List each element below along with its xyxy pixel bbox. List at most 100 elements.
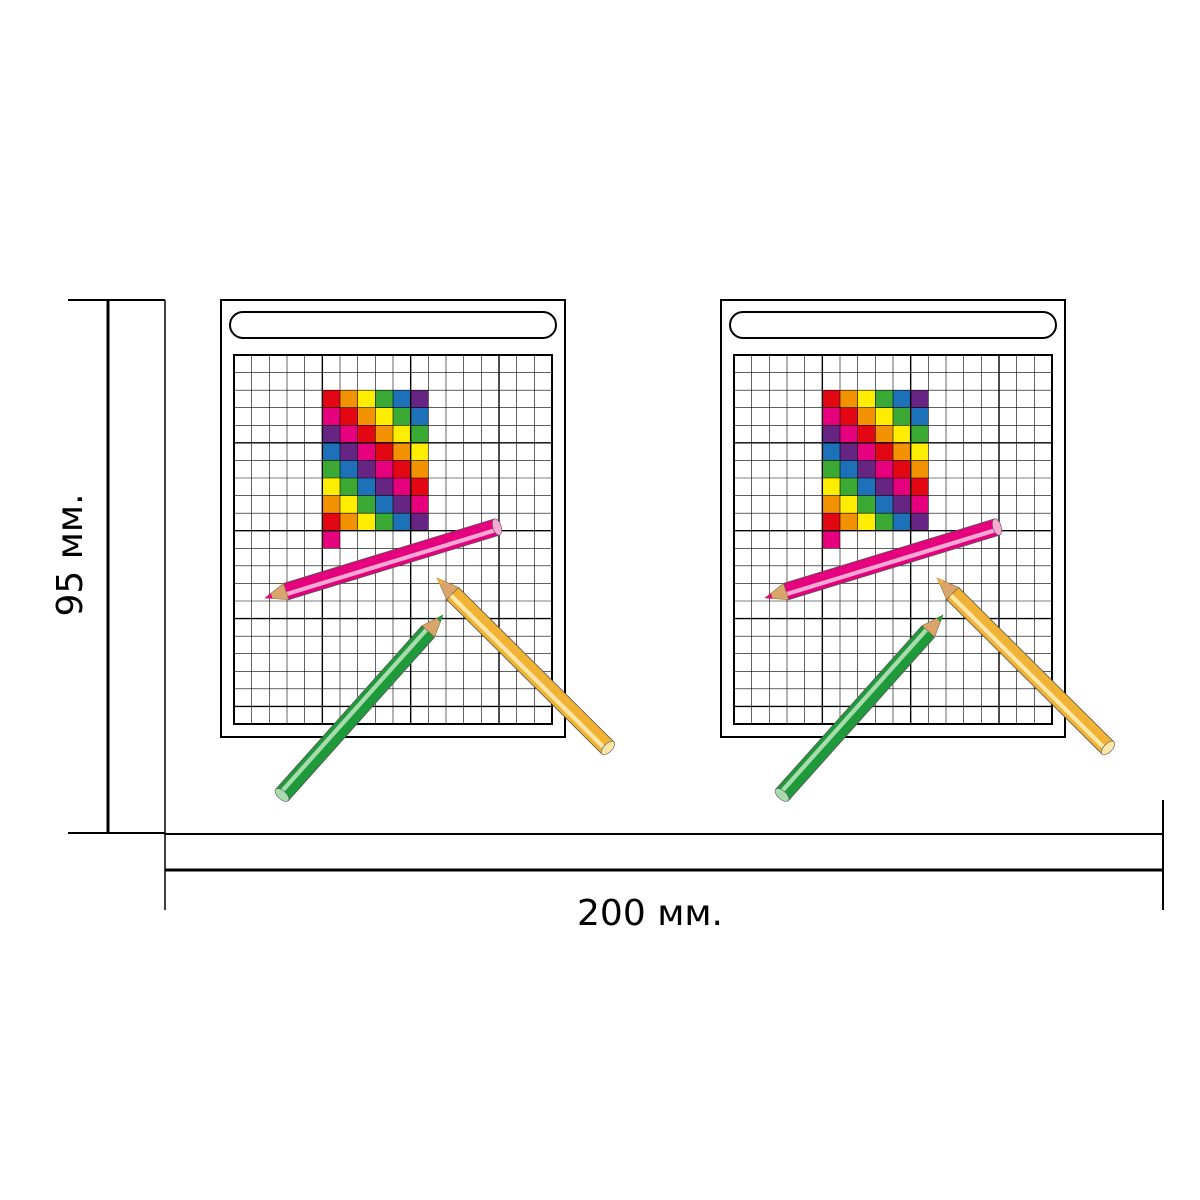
pixel-cell [357, 513, 376, 531]
pixel-cell [893, 442, 911, 461]
pixel-cell [410, 495, 429, 514]
pixel-cell [875, 390, 893, 408]
pixel-cell [840, 460, 858, 478]
name-field [229, 311, 557, 339]
pixel-cell [910, 460, 929, 478]
pixel-cell [822, 442, 840, 461]
pencil-end [600, 740, 616, 756]
pixel-cell [875, 425, 893, 443]
pencil-lead [936, 615, 943, 623]
pixel-cell [875, 478, 893, 496]
pencil-highlight [284, 527, 500, 597]
pixel-cell [910, 442, 929, 461]
pixel-cell [393, 513, 411, 531]
pixel-cell [822, 460, 840, 478]
pixel-cell [840, 442, 858, 461]
pencil-lead [437, 578, 444, 585]
pixel-cell [857, 425, 876, 443]
pixel-cell [410, 425, 429, 443]
pixel-cell [322, 460, 340, 478]
pencil-highlight [784, 527, 1000, 597]
pixel-cell [393, 390, 411, 408]
pixel-cell [840, 390, 858, 408]
pencil-lead [436, 615, 443, 623]
pixel-cell [340, 460, 358, 478]
pixel-cell [857, 478, 876, 496]
pencil-wood [921, 614, 944, 638]
pixel-cell [322, 425, 340, 443]
pixel-cell [893, 390, 911, 408]
grid-border [233, 354, 553, 725]
pixel-cell [822, 495, 840, 514]
pixel-cell [322, 390, 340, 408]
pixel-cell [322, 407, 340, 426]
pixel-cell [893, 407, 911, 426]
pixel-cell [375, 442, 393, 461]
height-label: 95 мм. [50, 493, 91, 616]
pencil-end [774, 788, 790, 802]
pixel-cell [322, 478, 340, 496]
pixel-cell [375, 407, 393, 426]
pixel-cell [357, 495, 376, 514]
pixel-cell [857, 407, 876, 426]
pencil-end [1100, 740, 1116, 756]
sheet [720, 299, 1116, 802]
pixel-cell [875, 442, 893, 461]
pixel-cell [340, 407, 358, 426]
pixel-cell [322, 442, 340, 461]
pixel-cell [893, 425, 911, 443]
pixel-cell [910, 478, 929, 496]
pixel-cell [340, 425, 358, 443]
pixel-cell [857, 460, 876, 478]
pixel-cell [357, 460, 376, 478]
pixel-cell [393, 442, 411, 461]
pixel-cell [410, 442, 429, 461]
pixel-cell [857, 513, 876, 531]
pixel-cell [910, 495, 929, 514]
pixel-cell [340, 513, 358, 531]
pixel-cell [857, 390, 876, 408]
pixel-cell [375, 513, 393, 531]
pixel-cell [822, 390, 840, 408]
dimension-lines [68, 299, 1164, 910]
pencil-highlight [777, 627, 929, 796]
pixel-cell [822, 478, 840, 496]
pixel-cell [840, 495, 858, 514]
pixel-cell [893, 495, 911, 514]
pixel-cell [322, 530, 340, 549]
pixel-cell [375, 478, 393, 496]
pixel-cell [910, 513, 929, 531]
pixel-cell [393, 425, 411, 443]
pixel-cell [393, 460, 411, 478]
sheets [220, 299, 1116, 802]
pixel-cell [410, 407, 429, 426]
grid-border [733, 354, 1053, 725]
pixel-cell [375, 425, 393, 443]
name-field [729, 311, 1057, 339]
pixel-cell [893, 460, 911, 478]
pixel-cell [375, 460, 393, 478]
pencil-highlight [948, 593, 1109, 752]
pixel-cell [410, 513, 429, 531]
pixel-cell [340, 495, 358, 514]
pixel-cell [840, 407, 858, 426]
pixel-cell [410, 390, 429, 408]
pixel-cell [910, 407, 929, 426]
pixel-cell [822, 425, 840, 443]
pixel-cell [875, 460, 893, 478]
pixel-cell [410, 478, 429, 496]
pencil-lead [937, 578, 944, 585]
pixel-cell [857, 442, 876, 461]
pixel-cell [357, 425, 376, 443]
pencil-wood [936, 577, 960, 601]
pixel-cell [875, 513, 893, 531]
pixel-cell [857, 495, 876, 514]
pencil-lead [765, 593, 773, 599]
pixel-cell [322, 513, 340, 531]
pixel-cell [357, 442, 376, 461]
pixel-cell [840, 513, 858, 531]
pencil-end [274, 788, 290, 802]
pencil-end [991, 518, 1003, 536]
pixel-cell [357, 478, 376, 496]
